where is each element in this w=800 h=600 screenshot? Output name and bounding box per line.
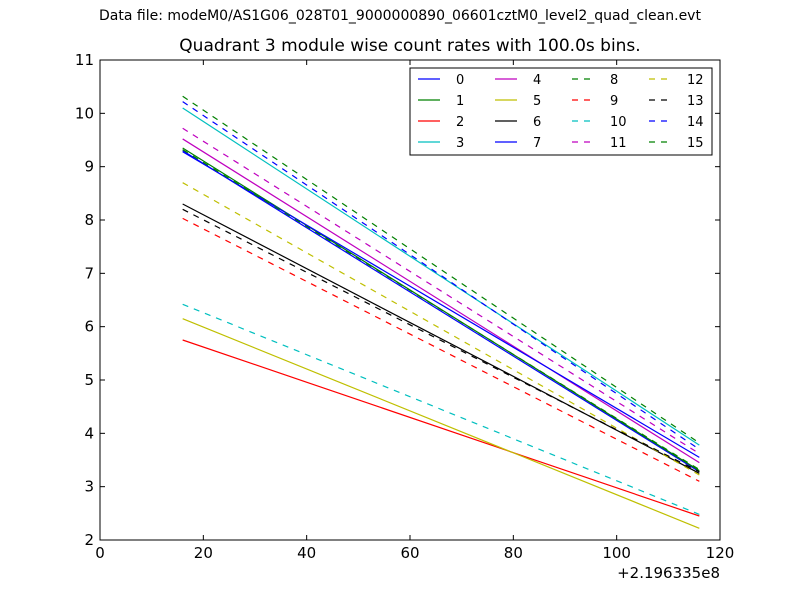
legend-label-2: 2	[456, 115, 464, 130]
legend-label-13: 13	[687, 94, 704, 109]
x-tick-label: 80	[504, 544, 523, 562]
legend-label-5: 5	[533, 94, 541, 109]
y-tick-label: 6	[84, 318, 94, 336]
chart-title: Quadrant 3 module wise count rates with …	[179, 36, 641, 56]
series-line-2	[182, 339, 700, 517]
x-tick-label: 100	[602, 544, 631, 562]
series-line-13	[182, 208, 700, 473]
series-line-8	[182, 149, 700, 471]
y-tick-label: 11	[75, 51, 94, 69]
legend-box	[409, 67, 713, 156]
legend-label-1: 1	[456, 94, 464, 109]
series-line-3	[182, 107, 700, 446]
legend-label-9: 9	[610, 94, 618, 109]
legend-label-15: 15	[687, 136, 704, 151]
series-line-12	[182, 182, 700, 476]
series-line-15	[182, 95, 700, 444]
series-line-10	[182, 303, 700, 515]
legend-label-4: 4	[533, 73, 541, 88]
y-tick-label: 5	[84, 371, 94, 389]
y-tick-label: 7	[84, 264, 94, 282]
x-tick-label: 120	[706, 544, 735, 562]
y-tick-label: 9	[84, 158, 94, 176]
series-line-11	[182, 127, 700, 455]
legend-label-12: 12	[687, 73, 704, 88]
y-tick-label: 3	[84, 478, 94, 496]
legend-label-8: 8	[610, 73, 618, 88]
x-tick-label: 20	[194, 544, 213, 562]
y-tick-label: 8	[84, 211, 94, 229]
series-line-14	[182, 101, 700, 450]
x-offset-label: +2.196335e8	[617, 564, 720, 582]
legend-label-11: 11	[610, 136, 627, 151]
legend-label-0: 0	[456, 73, 464, 88]
y-tick-label: 2	[84, 531, 94, 549]
legend-label-14: 14	[687, 115, 704, 130]
series-line-0	[182, 150, 700, 473]
data-file-suptitle: Data file: modeM0/AS1G06_028T01_90000008…	[99, 8, 701, 24]
legend-label-7: 7	[533, 136, 541, 151]
series-line-7	[182, 151, 700, 458]
x-tick-label: 40	[297, 544, 316, 562]
series-line-4	[182, 138, 700, 464]
x-tick-label: 0	[95, 544, 105, 562]
y-tick-label: 10	[75, 104, 94, 122]
y-tick-label: 4	[84, 424, 94, 442]
legend-label-10: 10	[610, 115, 627, 130]
series-line-5	[182, 318, 700, 529]
series-layer	[182, 95, 700, 529]
legend-label-6: 6	[533, 115, 541, 130]
legend-label-3: 3	[456, 136, 464, 151]
series-line-9	[182, 217, 700, 482]
x-tick-label: 60	[400, 544, 419, 562]
